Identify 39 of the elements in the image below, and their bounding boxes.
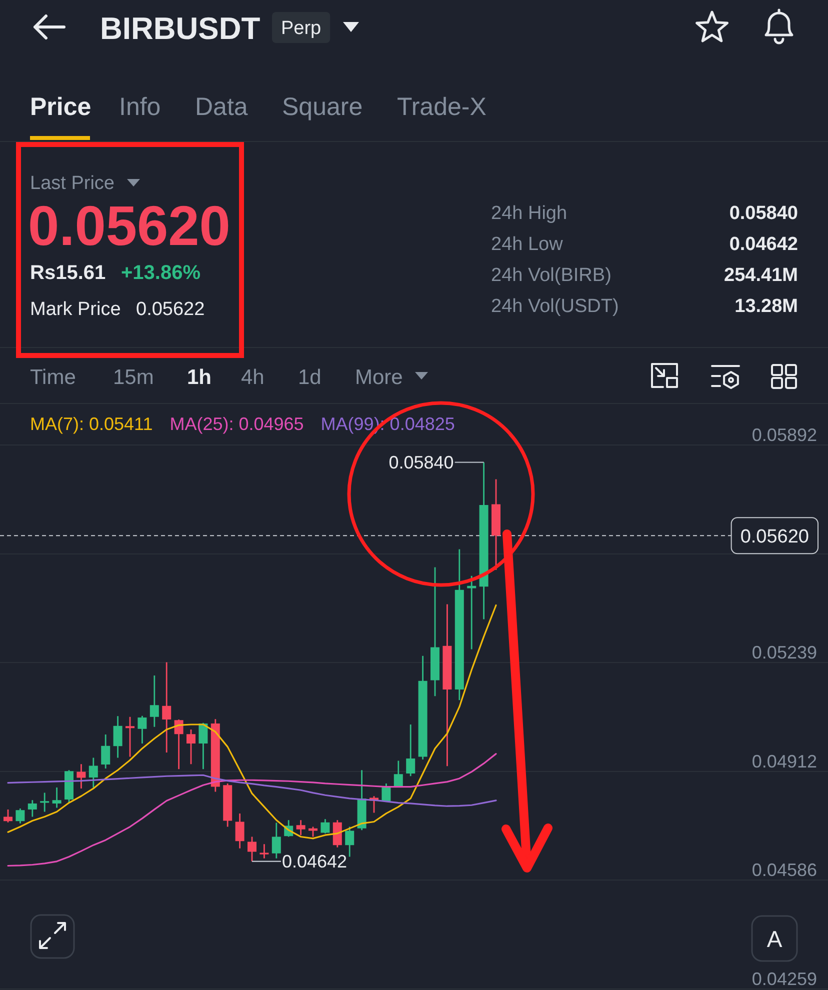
text: MA(7): 0.05411 — [30, 414, 153, 434]
annotation: 0.04642 — [282, 851, 348, 872]
text: BIRBUSDT — [100, 11, 260, 46]
text: 4h — [241, 366, 264, 389]
y-tick-label: 0.04912 — [752, 751, 817, 772]
y-tick-label: 0.04586 — [752, 860, 817, 880]
text: 24h Low — [491, 234, 564, 255]
text: Square — [282, 93, 363, 121]
y-tick-label: 0.04259 — [752, 969, 817, 989]
text: 0.04642 — [729, 234, 798, 255]
text: 254.41M — [724, 265, 798, 286]
text: Last Price — [30, 173, 114, 194]
text: 24h Vol(BIRB) — [491, 265, 612, 286]
text: Info — [119, 93, 161, 121]
text: Time — [30, 366, 76, 389]
text: +13.86% — [121, 262, 201, 284]
y-tick-label: 0.05239 — [752, 642, 817, 663]
text: 13.28M — [734, 296, 798, 317]
text: MA(99): 0.04825 — [320, 414, 455, 434]
text: 0.05622 — [136, 299, 205, 320]
text: A — [766, 926, 783, 952]
text: More — [355, 366, 403, 389]
annotation: 0.05840 — [388, 452, 454, 472]
text: 1d — [298, 366, 322, 389]
text: MA(25): 0.04965 — [170, 414, 304, 434]
text: Data — [195, 93, 248, 121]
text: Trade-X — [397, 93, 487, 121]
text: Mark Price — [30, 299, 121, 320]
text: 24h Vol(USDT) — [491, 296, 619, 317]
y-tick-label: 0.05892 — [752, 425, 817, 445]
text: Perp — [280, 18, 322, 39]
text: 0.05620 — [28, 194, 230, 257]
text: 15m — [113, 366, 154, 389]
text: Price — [30, 93, 92, 121]
text: 1h — [187, 366, 212, 389]
text: 0.05620 — [740, 526, 810, 548]
text: Rs15.61 — [30, 262, 106, 284]
text: 0.05840 — [729, 203, 798, 224]
text: 24h High — [491, 203, 568, 224]
